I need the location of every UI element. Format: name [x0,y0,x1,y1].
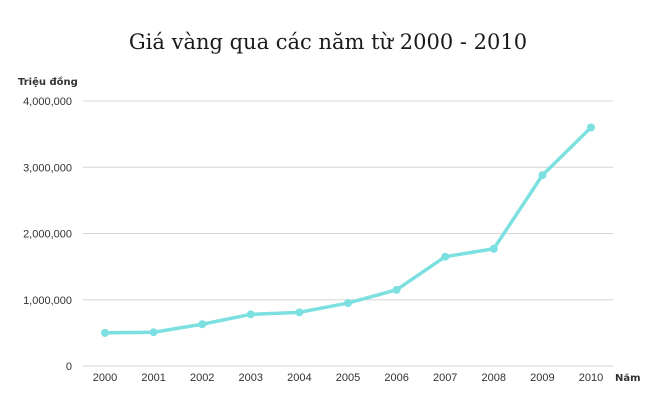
data-point [489,244,498,253]
y-tick-label: 4,000,000 [23,96,72,108]
y-tick-labels: 0 1,000,000 2,000,000 3,000,000 4,000,000 [23,96,72,373]
y-axis-label: Triệu đồng [18,75,78,88]
x-tick-label: 2010 [579,372,603,384]
data-point [295,308,304,317]
data-point [344,299,352,308]
data-point [246,310,255,319]
x-axis-label: Năm [615,373,641,384]
x-tick-label: 2003 [239,372,263,384]
data-point [587,123,595,132]
x-tick-label: 2004 [287,372,311,384]
x-tick-label: 2009 [530,372,554,384]
y-tick-label: 2,000,000 [23,229,72,241]
x-tick-label: 2000 [93,372,117,384]
y-tick-label: 3,000,000 [23,162,72,174]
gridlines [83,100,613,367]
y-tick-label: 0 [66,361,72,373]
x-tick-label: 2001 [141,372,165,384]
data-point [149,328,158,337]
data-point [392,285,401,294]
chart-title: Giá vàng qua các năm từ 2000 - 2010 [128,30,528,54]
data-point [101,328,109,337]
data-point [198,320,207,329]
x-tick-label: 2002 [190,372,214,384]
x-tick-label: 2006 [384,372,408,384]
data-point [538,171,547,180]
x-tick-label: 2008 [482,372,506,384]
series-group [101,123,595,337]
x-tick-labels: 2000 2001 2002 2003 2004 2005 2006 2007 2008 2009… [93,372,603,384]
x-tick-label: 2007 [433,372,457,384]
x-tick-label: 2005 [336,372,360,384]
y-tick-label: 1,000,000 [23,295,72,307]
data-point [441,252,450,261]
